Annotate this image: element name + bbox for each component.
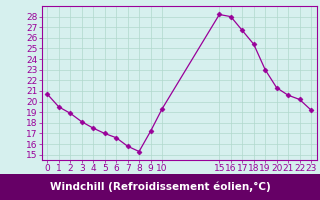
Text: Windchill (Refroidissement éolien,°C): Windchill (Refroidissement éolien,°C) [50,182,270,192]
